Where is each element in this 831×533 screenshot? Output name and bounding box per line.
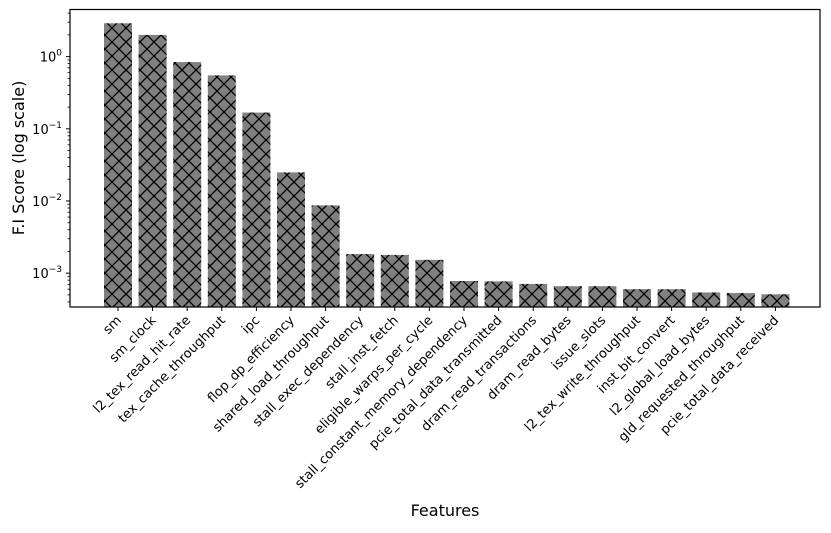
bars-group bbox=[104, 23, 790, 308]
y-tick-label: 100 bbox=[40, 49, 63, 66]
y-tick-label: 10−2 bbox=[32, 193, 62, 210]
y-tick-label: 10−1 bbox=[32, 121, 62, 138]
bar-sm bbox=[104, 23, 132, 308]
bar-dram_read_transactions bbox=[519, 283, 548, 307]
bar-pcie_total_data_received bbox=[761, 294, 790, 307]
bar-shared_load_throughput bbox=[311, 205, 340, 307]
bar-dram_read_bytes bbox=[553, 286, 582, 307]
bar-l2_global_load_bytes bbox=[692, 292, 721, 307]
bar-stall_inst_fetch bbox=[380, 254, 409, 307]
y-tick-label: 10−3 bbox=[32, 265, 62, 282]
bar-l2_tex_read_hit_rate bbox=[173, 62, 202, 308]
x-tick-label: ipc bbox=[239, 313, 263, 337]
bar-pcie_total_data_transmitted bbox=[484, 281, 513, 307]
x-axis: smsm_clockl2_tex_read_hit_ratetex_cache_… bbox=[91, 307, 782, 492]
bar-tex_cache_throughput bbox=[207, 75, 236, 308]
bar-stall_constant_memory_dependency bbox=[450, 280, 478, 307]
bar-issue_slots bbox=[588, 286, 617, 307]
y-axis: 100 10−1 10−2 10−3 bbox=[32, 12, 70, 303]
y-axis-label: F.I Score (log scale) bbox=[9, 81, 28, 236]
bar-stall_exec_dependency bbox=[346, 254, 375, 307]
bar-l2_tex_write_throughput bbox=[623, 289, 651, 307]
x-tick-label: sm bbox=[100, 313, 124, 337]
bar-gld_requested_throughput bbox=[726, 293, 755, 307]
bar-eligible_warps_per_cycle bbox=[415, 259, 444, 307]
x-axis-label: Features bbox=[411, 501, 480, 520]
bar-flop_dp_efficiency bbox=[277, 172, 305, 307]
bar-inst_bit_convert bbox=[657, 289, 686, 307]
plot-frame bbox=[69, 8, 821, 308]
bar-sm_clock bbox=[138, 34, 167, 308]
bar-ipc bbox=[242, 112, 271, 307]
